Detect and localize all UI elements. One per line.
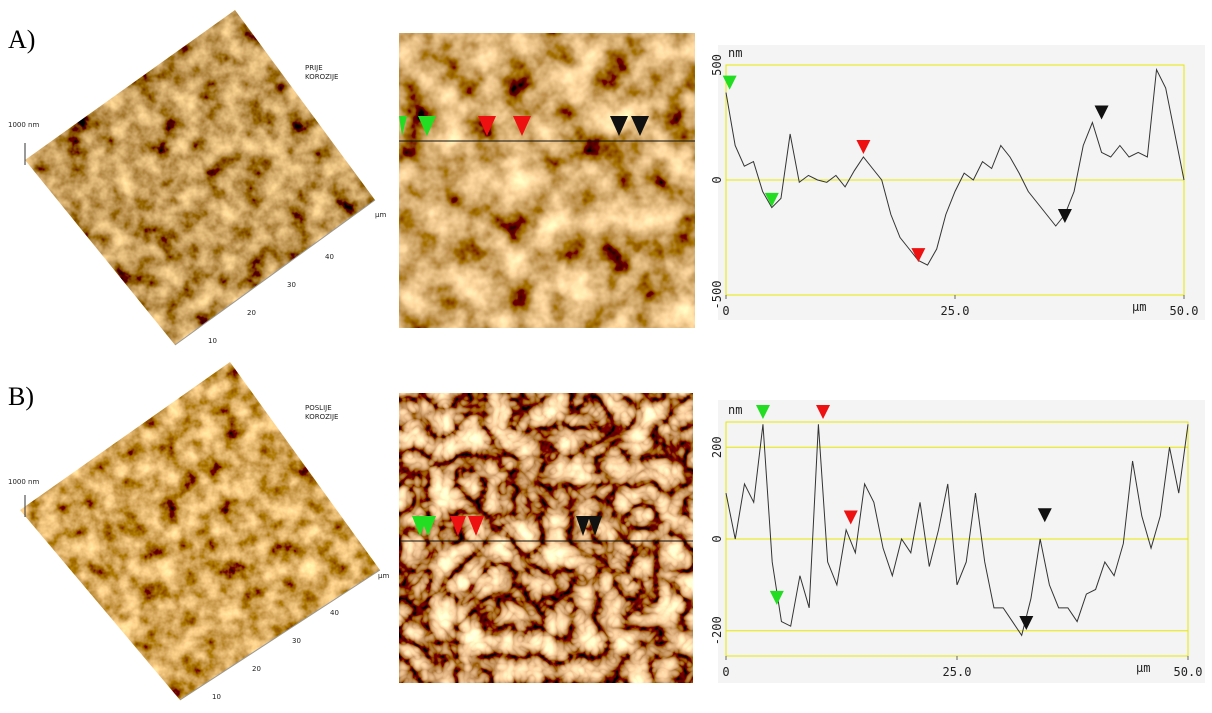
afm-image [399, 33, 695, 328]
profile-background [718, 400, 1205, 683]
profile-marker [843, 510, 858, 525]
x-tick-label: 0 [722, 304, 729, 318]
surface-unit: µm [375, 211, 386, 219]
y-tick-label: 0 [710, 535, 724, 542]
profile-marker [816, 405, 831, 419]
x-tick-label: 25.0 [941, 304, 970, 318]
surface-tick-label: 20 [252, 665, 261, 673]
profile-marker [1094, 105, 1109, 120]
profile-marker [1037, 508, 1052, 523]
y-tick-label: 500 [710, 54, 724, 76]
profile-background [718, 45, 1205, 320]
surface-axis [179, 569, 381, 701]
x-unit: µm [1132, 300, 1146, 314]
y-tick-label: 0 [710, 176, 724, 183]
image-markers [399, 116, 649, 536]
x-unit: µm [1136, 661, 1150, 675]
y-tick-label: -500 [710, 281, 724, 310]
profile-line [725, 67, 1185, 266]
z-scale-label: 1000 nm [8, 478, 39, 486]
profile-marker [911, 248, 926, 263]
z-scale-label: 1000 nm [8, 121, 39, 129]
surface-tick-label: 10 [212, 693, 221, 701]
y-unit: nm [728, 46, 742, 60]
surface-unit: µm [378, 572, 389, 580]
profile-line [725, 424, 1189, 637]
surface-caption: KOROZIJE [305, 73, 338, 81]
profile-marker [722, 75, 737, 90]
surface-tick-label: 40 [325, 253, 334, 261]
y-unit: nm [728, 403, 742, 417]
surface-caption: PRIJE [305, 64, 323, 72]
surface-axis [174, 199, 376, 346]
panel-label: B) [8, 382, 34, 411]
x-tick-label: 25.0 [943, 665, 972, 679]
y-tick-label: -200 [710, 616, 724, 645]
x-tick-label: 50.0 [1170, 304, 1199, 318]
profile-marker [1057, 209, 1072, 223]
panel-label: A) [8, 25, 35, 54]
profile-marker [1019, 616, 1034, 631]
surface-caption: POSLIJE [305, 404, 332, 412]
surface-tick-label: 40 [330, 609, 339, 617]
profile-marker [764, 192, 779, 207]
x-tick-label: 0 [722, 665, 729, 679]
surface-caption: KOROZIJE [305, 413, 338, 421]
profile-marker [769, 590, 784, 605]
surface-tick-label: 30 [292, 637, 301, 645]
profile-marker [856, 140, 871, 154]
surface-tick-label: 10 [208, 337, 217, 345]
afm-image [399, 393, 693, 683]
surface-image [25, 10, 375, 345]
surface-image [20, 362, 380, 700]
surface-tick-label: 20 [247, 309, 256, 317]
surface-tick-label: 30 [287, 281, 296, 289]
profile-marker [755, 405, 770, 419]
x-tick-label: 50.0 [1174, 665, 1203, 679]
y-tick-label: 200 [710, 436, 724, 458]
